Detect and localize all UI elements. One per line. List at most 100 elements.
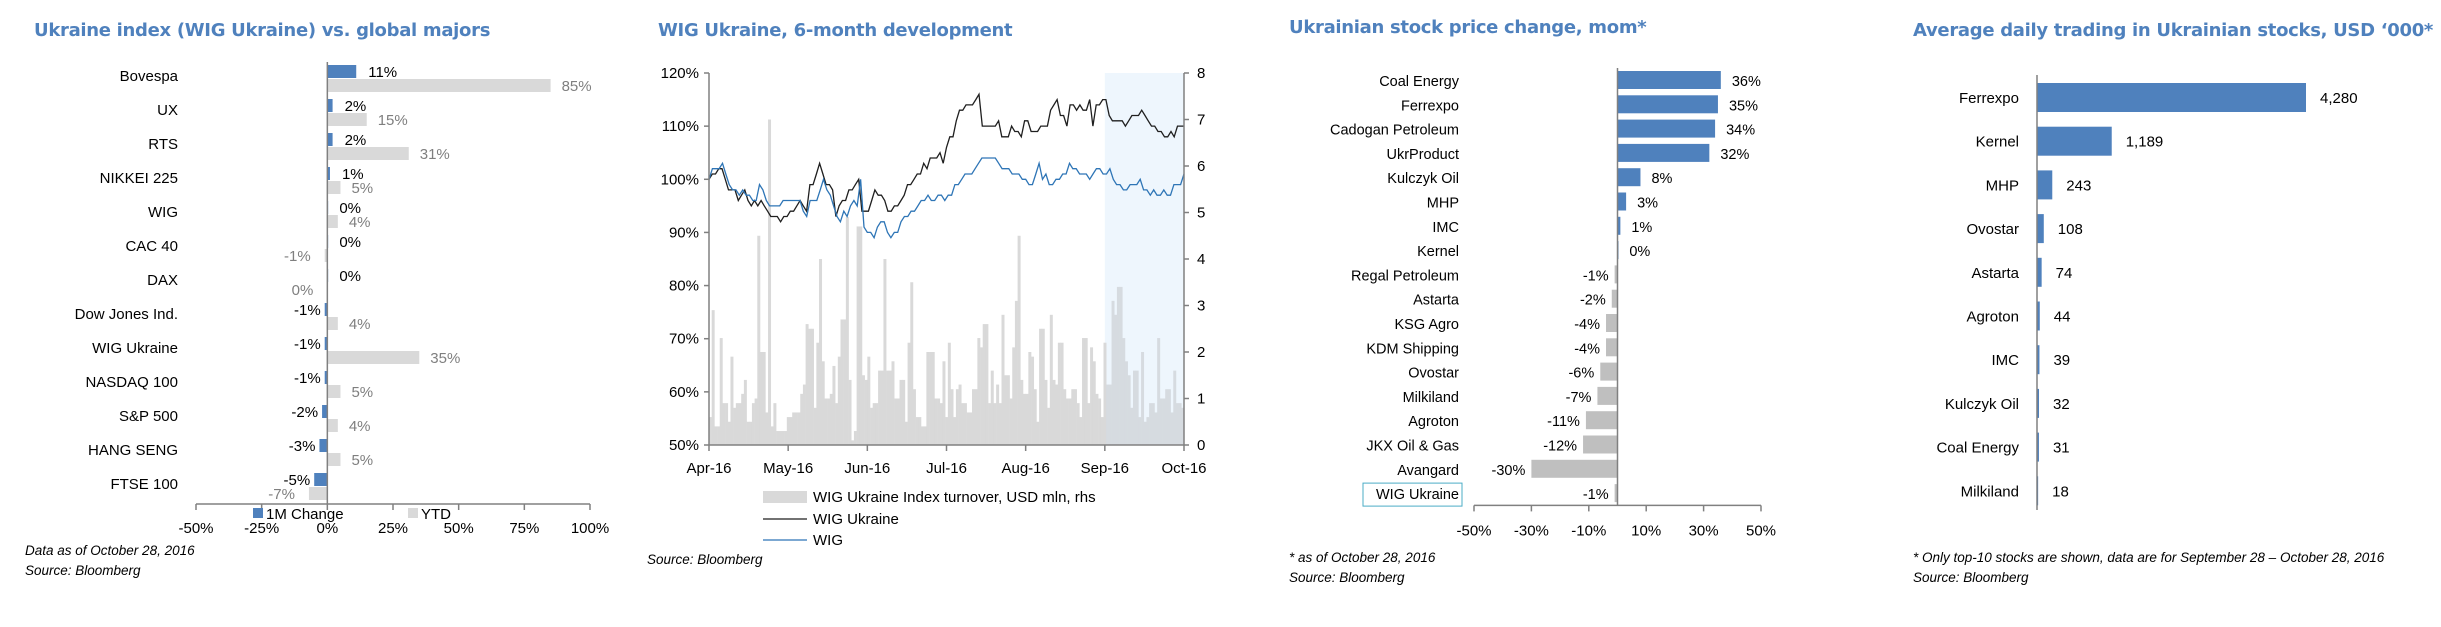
turnover-bar [821, 361, 825, 445]
category-label: Avangard [1397, 463, 1459, 479]
y2-tick-label: 6 [1197, 158, 1205, 175]
y-tick-label: 120% [661, 65, 699, 82]
turnover-bar [1111, 300, 1115, 445]
data-label-1m: 0% [339, 200, 361, 217]
category-label: Ferrexpo [1959, 90, 2019, 107]
turnover-bar [878, 370, 882, 445]
bar [2037, 388, 2040, 418]
turnover-bar [757, 235, 761, 445]
x-tick-label: 50% [444, 520, 474, 537]
data-label: -6% [1568, 366, 1594, 382]
bar-1m-change [322, 405, 328, 418]
turnover-bar [808, 328, 812, 445]
turnover-bar [1033, 389, 1037, 445]
bar [1606, 338, 1618, 357]
data-label-ytd: 31% [420, 146, 450, 163]
y-tick-label: 50% [669, 437, 699, 454]
data-label: -30% [1492, 463, 1526, 479]
turnover-bar [711, 310, 715, 445]
turnover-bar [709, 417, 712, 445]
category-label: Kernel [1417, 244, 1459, 260]
data-label-1m: -5% [284, 472, 311, 489]
category-label: Coal Energy [1936, 440, 2019, 457]
x-tick-label: Jul-16 [926, 460, 967, 477]
x-tick-label: -25% [244, 520, 279, 537]
turnover-bar [1082, 338, 1086, 445]
turnover-bar [864, 379, 868, 445]
turnover-bar [856, 226, 860, 445]
data-label: 39 [2053, 352, 2070, 369]
turnover-bar [1092, 361, 1096, 445]
bar-ytd [327, 317, 338, 330]
turnover-bar [955, 389, 959, 445]
turnover-bar [1151, 403, 1155, 445]
data-label: -1% [1583, 268, 1609, 284]
category-label: Kernel [1976, 134, 2019, 151]
turnover-bar [947, 342, 951, 445]
turnover-bar [770, 426, 774, 445]
turnover-bar [738, 403, 742, 445]
turnover-bar [1149, 403, 1153, 445]
turnover-bar [1100, 417, 1104, 445]
turnover-bar [819, 259, 823, 445]
bar-1m-change [327, 65, 357, 78]
data-label: 32 [2053, 396, 2070, 413]
category-label: Agroton [1966, 309, 2019, 326]
turnover-bar [848, 379, 852, 445]
bar [2037, 170, 2053, 200]
category-label: UkrProduct [1386, 147, 1459, 163]
bar [1606, 314, 1618, 332]
turnover-bar [934, 398, 938, 445]
turnover-bar [719, 338, 723, 445]
data-label: 34% [1726, 123, 1755, 139]
turnover-bar [1079, 417, 1083, 445]
bar [2037, 214, 2044, 244]
data-label-1m: -1% [294, 336, 321, 353]
x-tick-label: -50% [178, 520, 213, 537]
bar [2037, 301, 2040, 331]
turnover-bar [727, 421, 731, 445]
turnover-bar [910, 282, 914, 445]
category-label: Ovostar [1408, 366, 1459, 382]
chart-title: WIG Ukraine, 6-month development [658, 20, 1013, 41]
turnover-bar [843, 319, 847, 445]
x-tick-label: May-16 [763, 460, 813, 477]
turnover-bar [1068, 398, 1072, 445]
data-label: 0% [1629, 244, 1650, 260]
turnover-bar [998, 403, 1002, 445]
legend-swatch-1m-change [253, 508, 263, 518]
data-label: 74 [2056, 265, 2073, 282]
data-label: 243 [2066, 177, 2091, 194]
chart-source: Source: Bloomberg [1913, 570, 2029, 585]
turnover-bar [867, 356, 871, 445]
turnover-bar [851, 440, 855, 445]
y-tick-label: 70% [669, 331, 699, 348]
turnover-bar [883, 259, 887, 445]
turnover-bar [1135, 370, 1139, 445]
x-tick-label: 10% [1631, 522, 1661, 539]
turnover-bar [880, 370, 884, 445]
turnover-bar [961, 403, 965, 445]
data-label: -12% [1543, 439, 1577, 455]
data-label-ytd: 4% [349, 418, 371, 435]
turnover-bar [1060, 342, 1064, 445]
turnover-bar [985, 324, 989, 445]
turnover-bar [929, 352, 933, 445]
panel-avg-daily-trading: Average daily trading in Ukrainian stock… [1900, 0, 2441, 627]
wig-ukraine-line [708, 92, 1184, 224]
turnover-bar [741, 393, 745, 445]
turnover-bar [1157, 338, 1161, 445]
turnover-bar [875, 403, 879, 445]
category-label: Kulczyk Oil [1387, 171, 1459, 187]
panel-stock-price-change: Ukrainian stock price change, mom* Coal … [1280, 0, 1900, 627]
chart-note: Data as of October 28, 2016 [25, 543, 195, 558]
turnover-bar [1076, 403, 1080, 445]
turnover-bar [1049, 314, 1053, 445]
turnover-bar [730, 356, 734, 445]
bar-1m-change [324, 337, 328, 350]
x-tick-label: Aug-16 [1001, 460, 1049, 477]
turnover-bar [835, 403, 839, 445]
data-label: 1,189 [2126, 134, 2164, 151]
data-label-ytd: -7% [268, 486, 295, 503]
turnover-bar [824, 398, 828, 445]
